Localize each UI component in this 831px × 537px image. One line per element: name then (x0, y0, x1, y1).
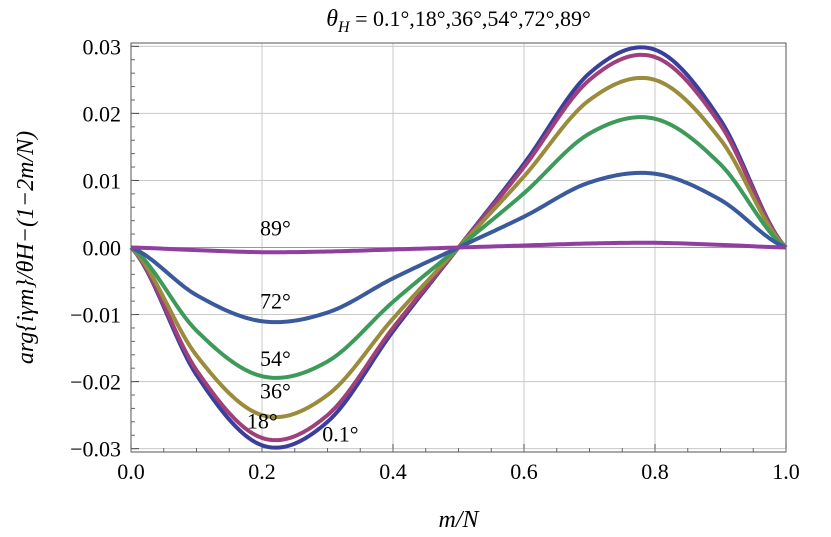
x-tick-label: 0.6 (510, 459, 538, 484)
y-tick-label: 0.01 (83, 168, 122, 193)
y-tick-label: 0.02 (83, 101, 122, 126)
x-tick-label: 1.0 (772, 459, 800, 484)
y-tick-label: −0.03 (70, 437, 121, 462)
x-tick-label: 0.4 (379, 459, 407, 484)
y-tick-label: 0.00 (83, 236, 122, 261)
y-tick-label: −0.01 (70, 303, 121, 328)
y-axis-title: arg{iγm}/θH−(1−2m/N) (13, 131, 39, 364)
x-axis-title: m/N (438, 507, 480, 533)
x-tick-label: 0.8 (641, 459, 669, 484)
curve-label: 36° (260, 378, 291, 403)
curve-label: 18° (247, 409, 278, 434)
y-tick-label: 0.03 (83, 34, 122, 59)
series-line-89° (130, 240, 787, 255)
series-group (129, 45, 788, 450)
x-tick-label: 0.0 (117, 459, 145, 484)
x-tick-label: 0.2 (248, 459, 276, 484)
y-tick-label: −0.02 (70, 370, 121, 395)
chart-title: θH = 0.1°,18°,36°,54°,72°,89° (326, 6, 591, 36)
axis-ticks: 0.0 0.2 0.4 0.6 0.8 1.0 −0.03 −0.02 −0.01 0.00 0.0… (70, 34, 800, 484)
curve-label: 54° (260, 346, 291, 371)
curve-label: 89° (260, 215, 291, 240)
curve-label: 72° (260, 289, 291, 314)
curve-label: 0.1° (322, 421, 358, 446)
curve-labels: 89° 72° 54° 36° 18° 0.1° (247, 215, 359, 446)
